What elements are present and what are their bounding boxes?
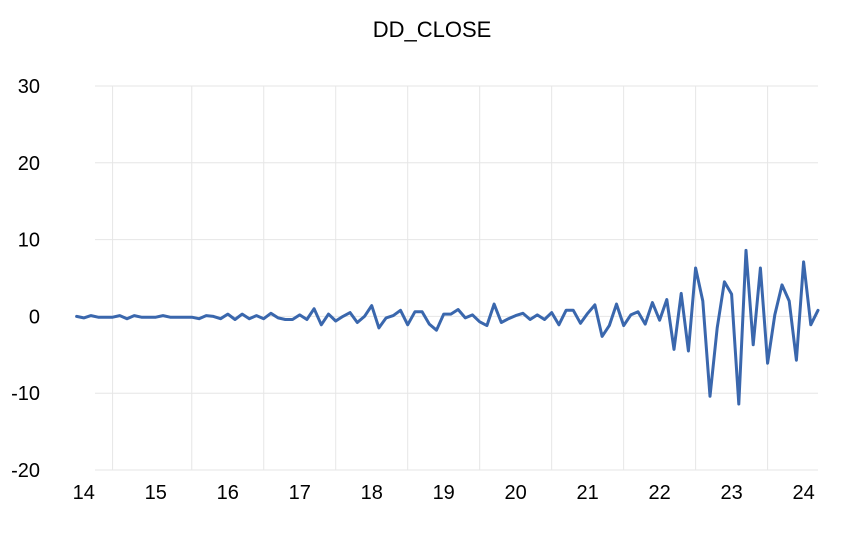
- x-tick-label: 16: [217, 482, 239, 504]
- y-tick-label: -20: [11, 460, 40, 482]
- x-tick-label: 24: [792, 482, 814, 504]
- x-tick-label: 14: [73, 482, 95, 504]
- y-tick-label: 30: [18, 76, 40, 98]
- grid: [95, 85, 818, 471]
- y-tick-label: 10: [18, 230, 40, 252]
- y-tick-label: -10: [11, 383, 40, 405]
- x-tick-label: 23: [720, 482, 742, 504]
- chart-title: DD_CLOSE: [373, 17, 492, 42]
- series: [75, 248, 820, 406]
- x-tick-label: 17: [289, 482, 311, 504]
- x-tick-label: 22: [649, 482, 671, 504]
- y-tick-label: 0: [29, 306, 40, 328]
- x-tick-label: 20: [505, 482, 527, 504]
- y-tick-label: 20: [18, 153, 40, 175]
- x-tick-label: 18: [361, 482, 383, 504]
- x-tick-label: 15: [145, 482, 167, 504]
- series-line: [75, 248, 820, 406]
- x-tick-label: 21: [577, 482, 599, 504]
- x-axis-ticks: 14 15 16 17 18 19 20 21 22 23 24: [73, 482, 815, 504]
- x-tick-label: 19: [433, 482, 455, 504]
- y-axis-ticks: 30 20 10 0 -10 -20: [11, 76, 40, 482]
